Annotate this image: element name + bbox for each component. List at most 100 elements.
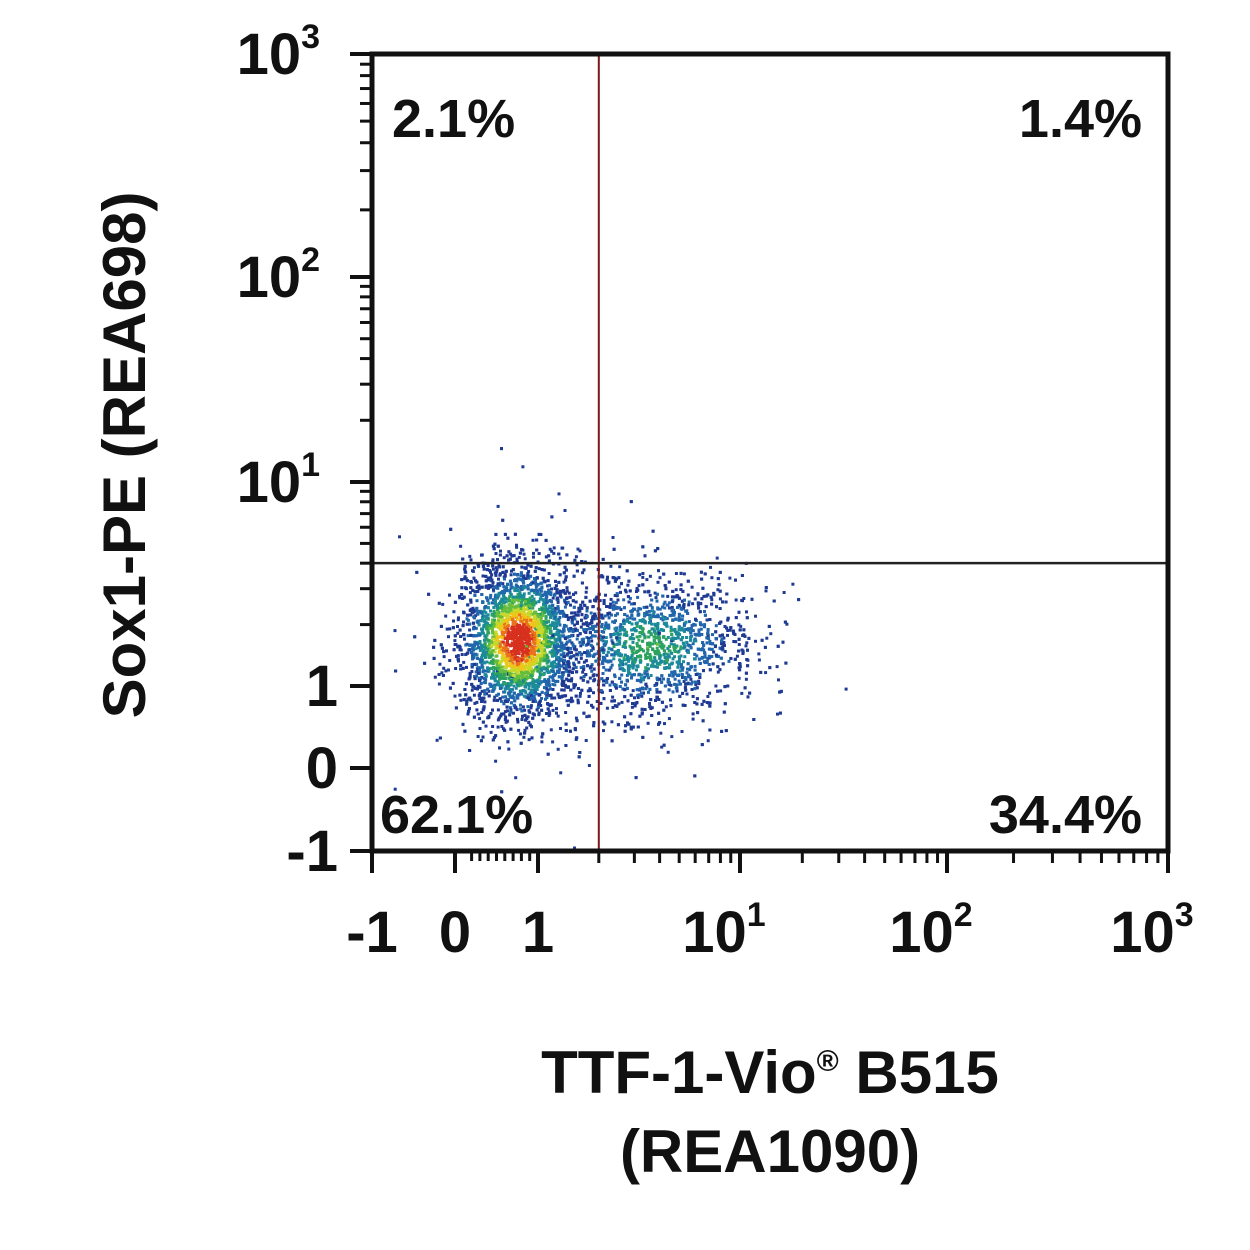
event-point: [734, 578, 737, 582]
event-point: [506, 655, 510, 659]
event-point: [656, 547, 660, 551]
event-point: [631, 689, 635, 693]
event-point: [693, 668, 697, 672]
event-point: [540, 610, 544, 614]
event-point: [472, 634, 476, 637]
event-point: [514, 598, 518, 602]
event-point: [658, 690, 662, 694]
event-point: [667, 682, 671, 686]
event-point: [495, 568, 499, 572]
event-point: [593, 598, 596, 602]
event-point: [589, 611, 593, 615]
event-point: [689, 638, 693, 642]
event-point: [459, 544, 463, 548]
event-point: [516, 617, 519, 621]
event-point: [655, 592, 659, 596]
event-point: [726, 618, 730, 622]
event-point: [673, 628, 677, 631]
event-point: [579, 656, 583, 660]
event-point: [566, 618, 570, 622]
event-point: [591, 628, 595, 631]
event-point: [745, 641, 749, 645]
event-point: [639, 676, 643, 680]
event-point: [544, 606, 548, 610]
event-point: [474, 652, 478, 656]
event-point: [593, 614, 597, 618]
event-point: [459, 667, 463, 671]
event-point: [515, 638, 519, 642]
event-point: [566, 660, 570, 664]
event-point: [635, 635, 639, 639]
event-point: [512, 711, 515, 715]
event-point: [582, 628, 586, 632]
event-point: [596, 642, 600, 646]
event-point: [549, 593, 553, 597]
event-point: [481, 564, 485, 568]
event-point: [565, 699, 569, 703]
event-point: [527, 591, 531, 595]
event-point: [492, 669, 496, 673]
event-point: [449, 527, 453, 531]
event-point: [650, 714, 654, 717]
event-point: [534, 582, 538, 586]
event-point: [474, 647, 478, 651]
event-point: [640, 694, 644, 698]
event-point: [556, 747, 560, 751]
event-point: [686, 662, 690, 666]
event-point: [511, 628, 515, 632]
event-point: [677, 616, 681, 619]
event-point: [645, 672, 649, 676]
event-point: [502, 610, 506, 614]
event-point: [478, 685, 482, 689]
event-point: [563, 509, 567, 512]
event-point: [490, 573, 494, 577]
event-point: [480, 689, 484, 693]
event-point: [468, 675, 472, 678]
event-point: [523, 628, 527, 631]
event-point: [689, 646, 693, 650]
event-point: [716, 670, 720, 674]
event-point: [539, 626, 543, 630]
event-point: [739, 624, 743, 628]
event-point: [587, 694, 591, 698]
event-point: [497, 591, 501, 595]
event-point: [506, 613, 510, 617]
event-point: [669, 683, 673, 687]
event-point: [502, 612, 506, 616]
event-point: [588, 622, 592, 626]
event-point: [522, 552, 526, 556]
event-point: [465, 702, 469, 706]
event-point: [475, 700, 479, 704]
event-point: [668, 614, 672, 618]
event-point: [653, 591, 657, 595]
event-point: [624, 724, 628, 728]
event-point: [742, 628, 746, 632]
event-point: [496, 586, 500, 590]
event-point: [560, 664, 564, 668]
event-point: [686, 651, 690, 654]
event-point: [496, 698, 499, 702]
event-point: [513, 703, 516, 707]
event-point: [483, 661, 487, 665]
event-point: [610, 663, 614, 667]
event-point: [718, 570, 722, 574]
event-point: [604, 624, 607, 628]
event-point: [699, 570, 703, 574]
event-point: [537, 552, 541, 555]
event-point: [630, 705, 634, 709]
event-point: [684, 688, 688, 692]
event-point: [488, 682, 492, 686]
event-point: [501, 695, 505, 699]
event-point: [673, 629, 677, 633]
event-point: [531, 660, 535, 664]
event-point: [459, 664, 463, 667]
event-point: [641, 687, 645, 691]
event-point: [647, 635, 651, 639]
event-point: [554, 584, 558, 588]
event-point: [639, 607, 642, 611]
event-point: [609, 633, 613, 636]
event-point: [614, 601, 618, 605]
event-point: [742, 597, 746, 600]
event-point: [695, 702, 699, 706]
event-point: [505, 719, 509, 723]
